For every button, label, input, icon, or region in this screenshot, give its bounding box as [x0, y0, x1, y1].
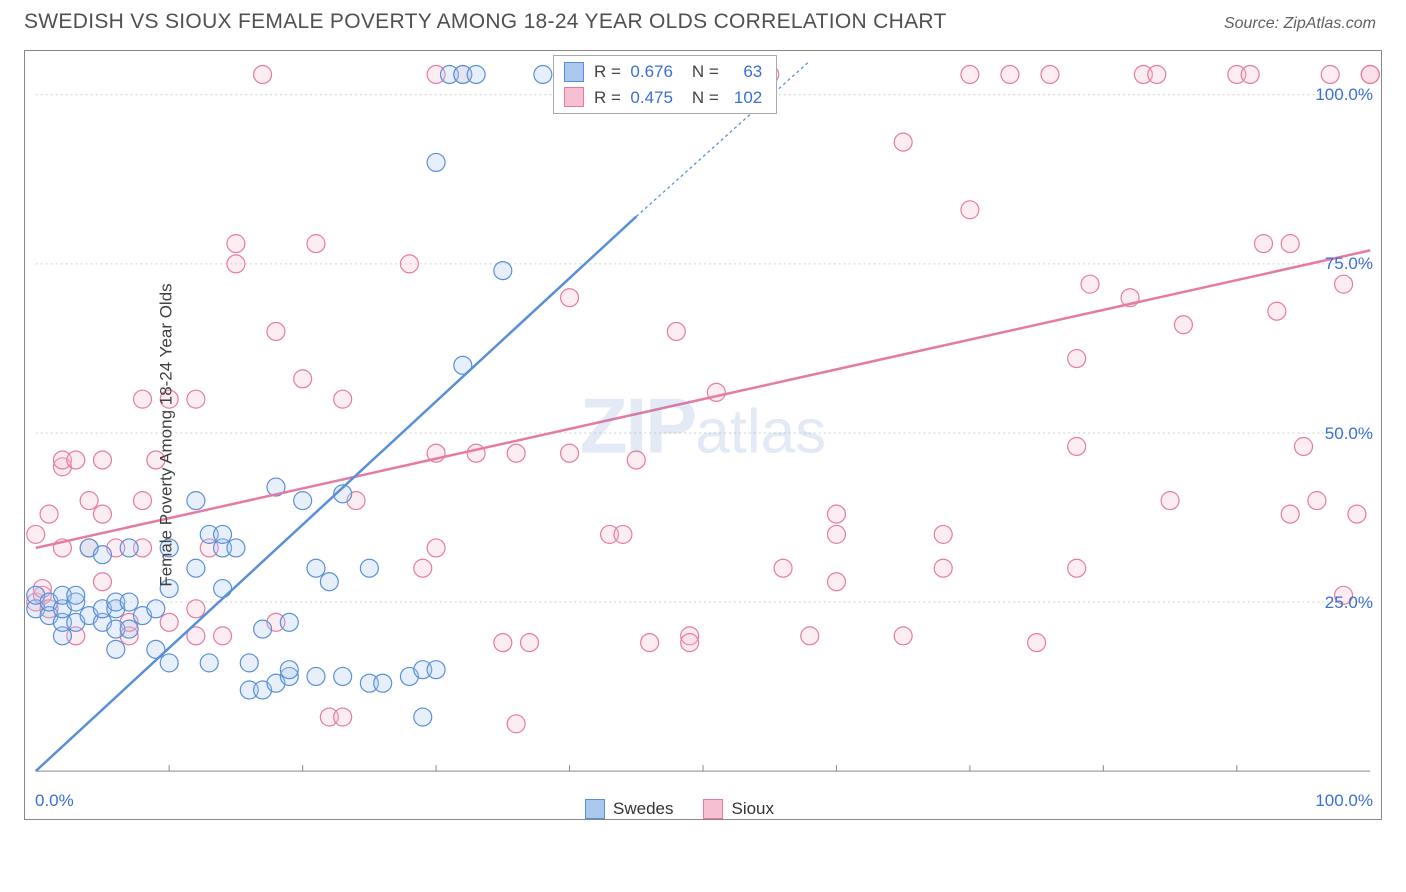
y-tick-label: 100.0%	[1315, 85, 1373, 105]
corr-legend-text: R = 0.475 N = 102	[594, 85, 762, 111]
scatter-plot	[25, 51, 1381, 819]
header-row: SWEDISH VS SIOUX FEMALE POVERTY AMONG 18…	[0, 0, 1406, 36]
source-attribution: Source: ZipAtlas.com	[1224, 15, 1376, 33]
legend-item: Swedes	[585, 799, 673, 819]
legend-label: Sioux	[731, 799, 774, 819]
correlation-legend: R = 0.676 N = 63R = 0.475 N = 102	[553, 55, 777, 114]
corr-legend-row: R = 0.676 N = 63	[564, 59, 762, 85]
chart-title: SWEDISH VS SIOUX FEMALE POVERTY AMONG 18…	[24, 10, 947, 34]
legend-label: Swedes	[613, 799, 673, 819]
y-tick-label: 25.0%	[1325, 593, 1373, 613]
x-axis-label: 0.0%	[35, 791, 74, 811]
x-axis-label: 100.0%	[1315, 791, 1373, 811]
legend-item: Sioux	[703, 799, 774, 819]
corr-legend-row: R = 0.475 N = 102	[564, 85, 762, 111]
legend-swatch	[703, 799, 723, 819]
legend-swatch	[585, 799, 605, 819]
legend-swatch	[564, 62, 584, 82]
series-legend: Swedes Sioux	[585, 799, 774, 819]
chart-frame: Female Poverty Among 18-24 Year Olds ZIP…	[24, 50, 1382, 820]
chart-container: SWEDISH VS SIOUX FEMALE POVERTY AMONG 18…	[0, 0, 1406, 892]
legend-swatch	[564, 87, 584, 107]
y-axis-label: Female Poverty Among 18-24 Year Olds	[157, 283, 177, 586]
y-tick-label: 75.0%	[1325, 254, 1373, 274]
corr-legend-text: R = 0.676 N = 63	[594, 59, 762, 85]
y-tick-label: 50.0%	[1325, 424, 1373, 444]
